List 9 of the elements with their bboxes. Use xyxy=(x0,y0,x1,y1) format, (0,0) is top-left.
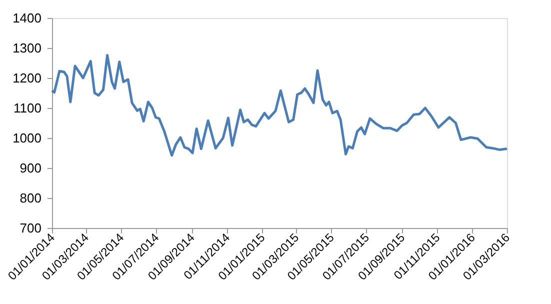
y-tick-label: 1100 xyxy=(14,100,42,116)
y-tick-label: 1000 xyxy=(12,130,42,146)
line-series xyxy=(50,54,508,157)
y-tick-label: 1300 xyxy=(12,40,42,56)
y-tick-label: 700 xyxy=(20,220,42,236)
y-tick-label: 900 xyxy=(20,160,42,176)
y-tick-label: 1400 xyxy=(12,10,42,26)
y-tick-label: 1200 xyxy=(12,70,42,86)
y-tick-label: 800 xyxy=(20,190,42,206)
